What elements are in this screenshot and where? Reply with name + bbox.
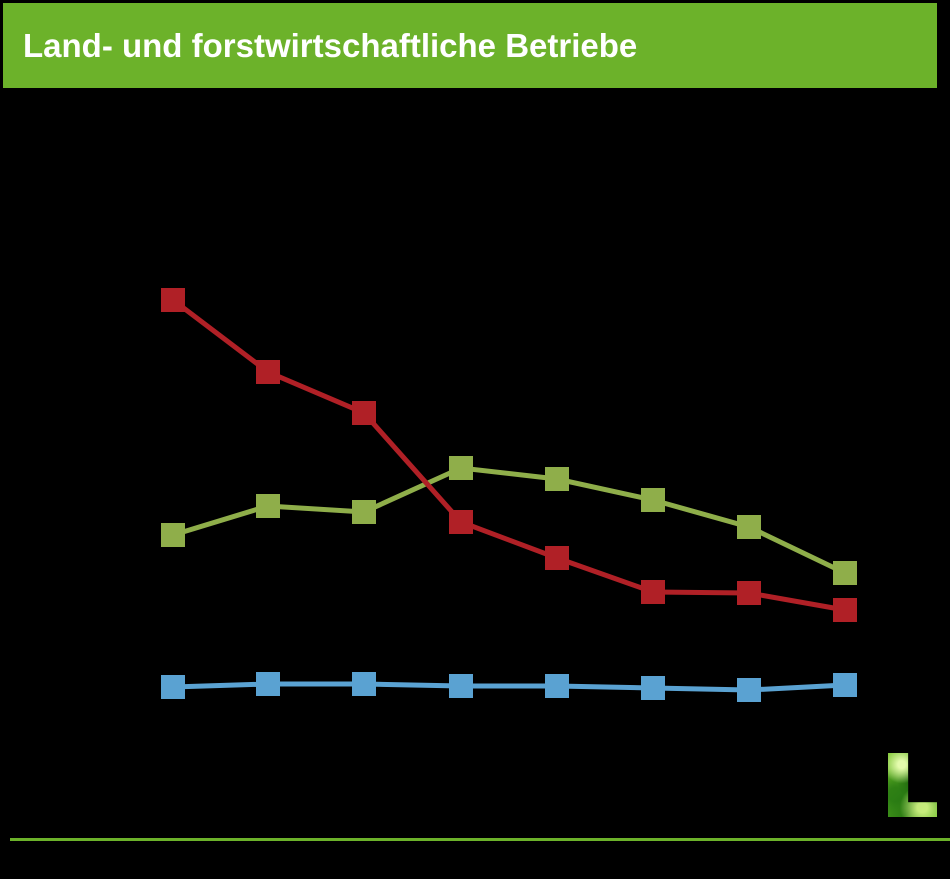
blue-series-marker — [737, 678, 761, 702]
green-series-marker — [449, 456, 473, 480]
red-series-marker — [352, 401, 376, 425]
blue-series-marker — [449, 674, 473, 698]
red-series-marker — [449, 510, 473, 534]
blue-series-marker — [352, 672, 376, 696]
red-series-marker — [161, 288, 185, 312]
page-title: Land- und forstwirtschaftliche Betriebe — [23, 26, 638, 64]
green-series-marker — [833, 561, 857, 585]
blue-series-line — [172, 681, 846, 693]
red-series-line — [171, 298, 846, 613]
green-series-marker — [161, 523, 185, 547]
blue-series-marker — [641, 676, 665, 700]
blue-series-marker — [833, 673, 857, 697]
green-series-line — [172, 465, 847, 576]
green-series-marker — [545, 467, 569, 491]
footer-divider-line — [10, 838, 950, 841]
red-series-marker — [833, 598, 857, 622]
green-series-marker — [352, 500, 376, 524]
red-series-marker — [641, 580, 665, 604]
blue-series-marker — [256, 672, 280, 696]
red-series-marker — [256, 360, 280, 384]
header-bar: Land- und forstwirtschaftliche Betriebe — [3, 3, 937, 88]
blue-series-marker — [545, 674, 569, 698]
green-series-marker — [737, 515, 761, 539]
green-series-marker — [256, 494, 280, 518]
red-series-marker — [545, 546, 569, 570]
blue-series-marker — [161, 675, 185, 699]
green-series-marker — [641, 488, 665, 512]
red-series-marker — [737, 581, 761, 605]
